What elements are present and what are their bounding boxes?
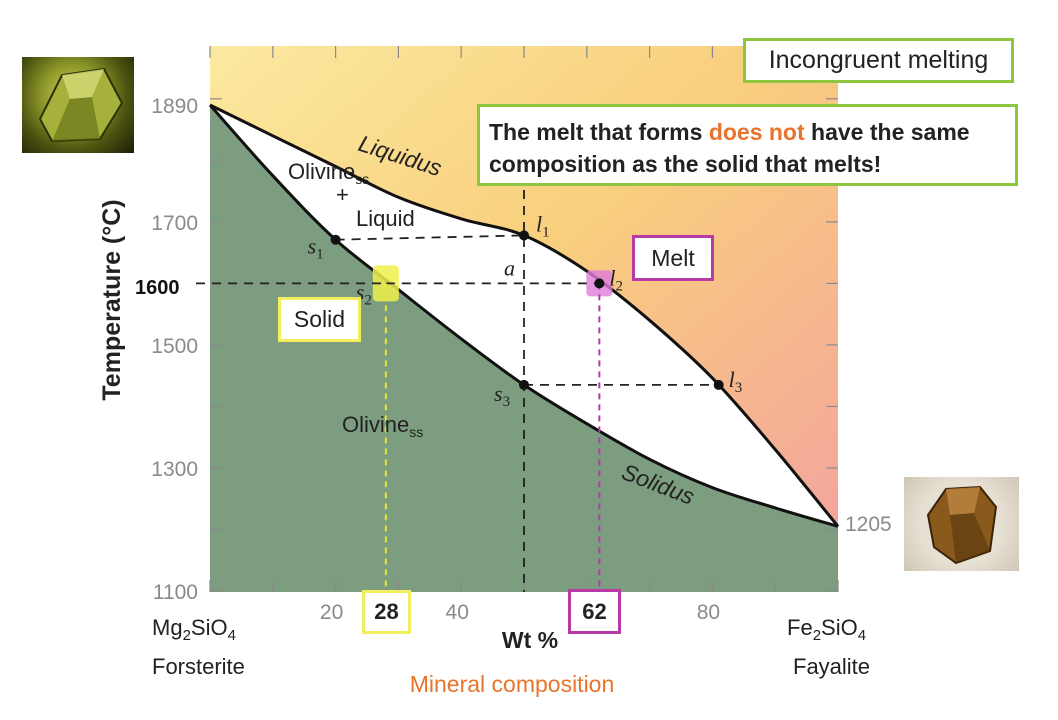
y-tick-label: 1890 <box>151 95 198 118</box>
title-box: Incongruent melting <box>743 38 1014 83</box>
x-tick-labels: 20 40 80 <box>320 601 720 624</box>
right-formula-sub: 2 <box>813 627 821 644</box>
title-text: Incongruent melting <box>768 46 989 74</box>
right-formula-part: SiO <box>821 615 858 640</box>
region-sub: ss <box>355 171 369 187</box>
region-name: Olivine <box>342 412 409 437</box>
point-label-letter: l <box>536 211 542 236</box>
x-axis-subtitle: Mineral composition <box>410 671 615 697</box>
point-label-letter: l <box>729 367 735 392</box>
solid-region-label: Oliviness <box>342 412 423 440</box>
left-formula-sub: 2 <box>183 627 191 644</box>
point-label-letter: l <box>609 265 615 290</box>
note-highlight: does not <box>708 119 805 145</box>
left-mineral-name: Forsterite <box>152 654 245 679</box>
point-label-sub: 3 <box>503 394 511 410</box>
point-label-letter: s <box>308 234 317 259</box>
forsterite-crystal-icon <box>38 67 124 143</box>
right-formula-part: Fe <box>787 615 813 640</box>
left-formula-part: Mg <box>152 615 183 640</box>
right-mineral-name: Fayalite <box>793 654 870 679</box>
fayalite-crystal-image <box>904 477 1019 571</box>
melt-label: Melt <box>651 244 695 271</box>
point-label-l3: l3 <box>729 367 743 396</box>
right-formula-sub: 4 <box>858 627 866 644</box>
y-tick-label: 1700 <box>151 212 198 235</box>
point-label-letter: s <box>494 381 503 406</box>
y-tick-label: 1100 <box>153 581 198 604</box>
plus-sign: + <box>336 182 349 207</box>
two-phase-region <box>210 105 838 527</box>
x-tick-label: 40 <box>446 601 469 624</box>
composition-62-box: 62 <box>568 589 621 634</box>
y-tick-label: 1300 <box>151 458 198 481</box>
region-name: Olivine <box>288 159 355 184</box>
tie-point-l2 <box>594 278 605 289</box>
left-formula: Mg2SiO4 <box>152 615 236 644</box>
note-text-end: have the same composition as the solid t… <box>489 119 970 177</box>
solid-box: Solid <box>278 297 361 342</box>
composition-28-box: 28 <box>362 590 411 634</box>
tie-lines <box>196 158 719 592</box>
solid-region <box>210 105 838 592</box>
point-label-s2: s2 <box>356 279 372 308</box>
x-axis-label: Wt % <box>502 627 558 653</box>
tie-point-l3 <box>713 379 724 390</box>
point-label-sub: 1 <box>542 224 550 240</box>
tie-point-s3 <box>519 379 529 390</box>
x-tick-label: 80 <box>697 601 720 624</box>
solid-label: Solid <box>293 306 346 332</box>
y-axis-label: Temperature (°C) <box>98 199 126 400</box>
bulk-point-label: a <box>504 255 515 280</box>
note-box: The melt that forms does not have the sa… <box>477 104 1018 186</box>
y-tick-label: 1500 <box>151 335 198 358</box>
forsterite-crystal-image <box>22 57 134 153</box>
point-label-sub: 1 <box>316 247 324 263</box>
fayalite-melting-point-label: 1205 <box>845 513 892 536</box>
tie-point-l1 <box>519 230 529 241</box>
x-tick-label: 20 <box>320 601 343 624</box>
point-label-sub: 2 <box>615 278 623 294</box>
right-formula: Fe2SiO4 <box>787 615 866 644</box>
melt-box: Melt <box>632 235 714 281</box>
axis-ticks <box>209 46 839 592</box>
point-label-l1: l1 <box>536 211 550 240</box>
left-formula-sub: 4 <box>228 627 236 644</box>
point-label-l2: l2 <box>609 265 623 294</box>
note-text: The melt that forms <box>489 119 709 145</box>
point-label-sub: 2 <box>364 292 372 308</box>
left-formula-part: SiO <box>191 615 228 640</box>
two-phase-region-label: Oliviness <box>288 159 369 187</box>
composition-28-value: 28 <box>374 599 399 624</box>
composition-62-value: 62 <box>582 598 607 624</box>
tie-points <box>330 230 724 390</box>
fayalite-crystal-icon <box>926 485 998 565</box>
temperature-1600-label: 1600 <box>135 277 180 299</box>
liquid-label: Liquid <box>356 206 415 231</box>
point-label-s3: s3 <box>494 381 510 410</box>
point-label-sub: 3 <box>735 380 743 396</box>
region-sub: ss <box>409 424 423 440</box>
point-label-s1: s1 <box>308 234 324 263</box>
y-tick-labels: 1100 1300 1500 1700 1890 <box>151 95 198 604</box>
point-label-letter: s <box>356 279 365 304</box>
tie-point-s1 <box>330 234 341 245</box>
